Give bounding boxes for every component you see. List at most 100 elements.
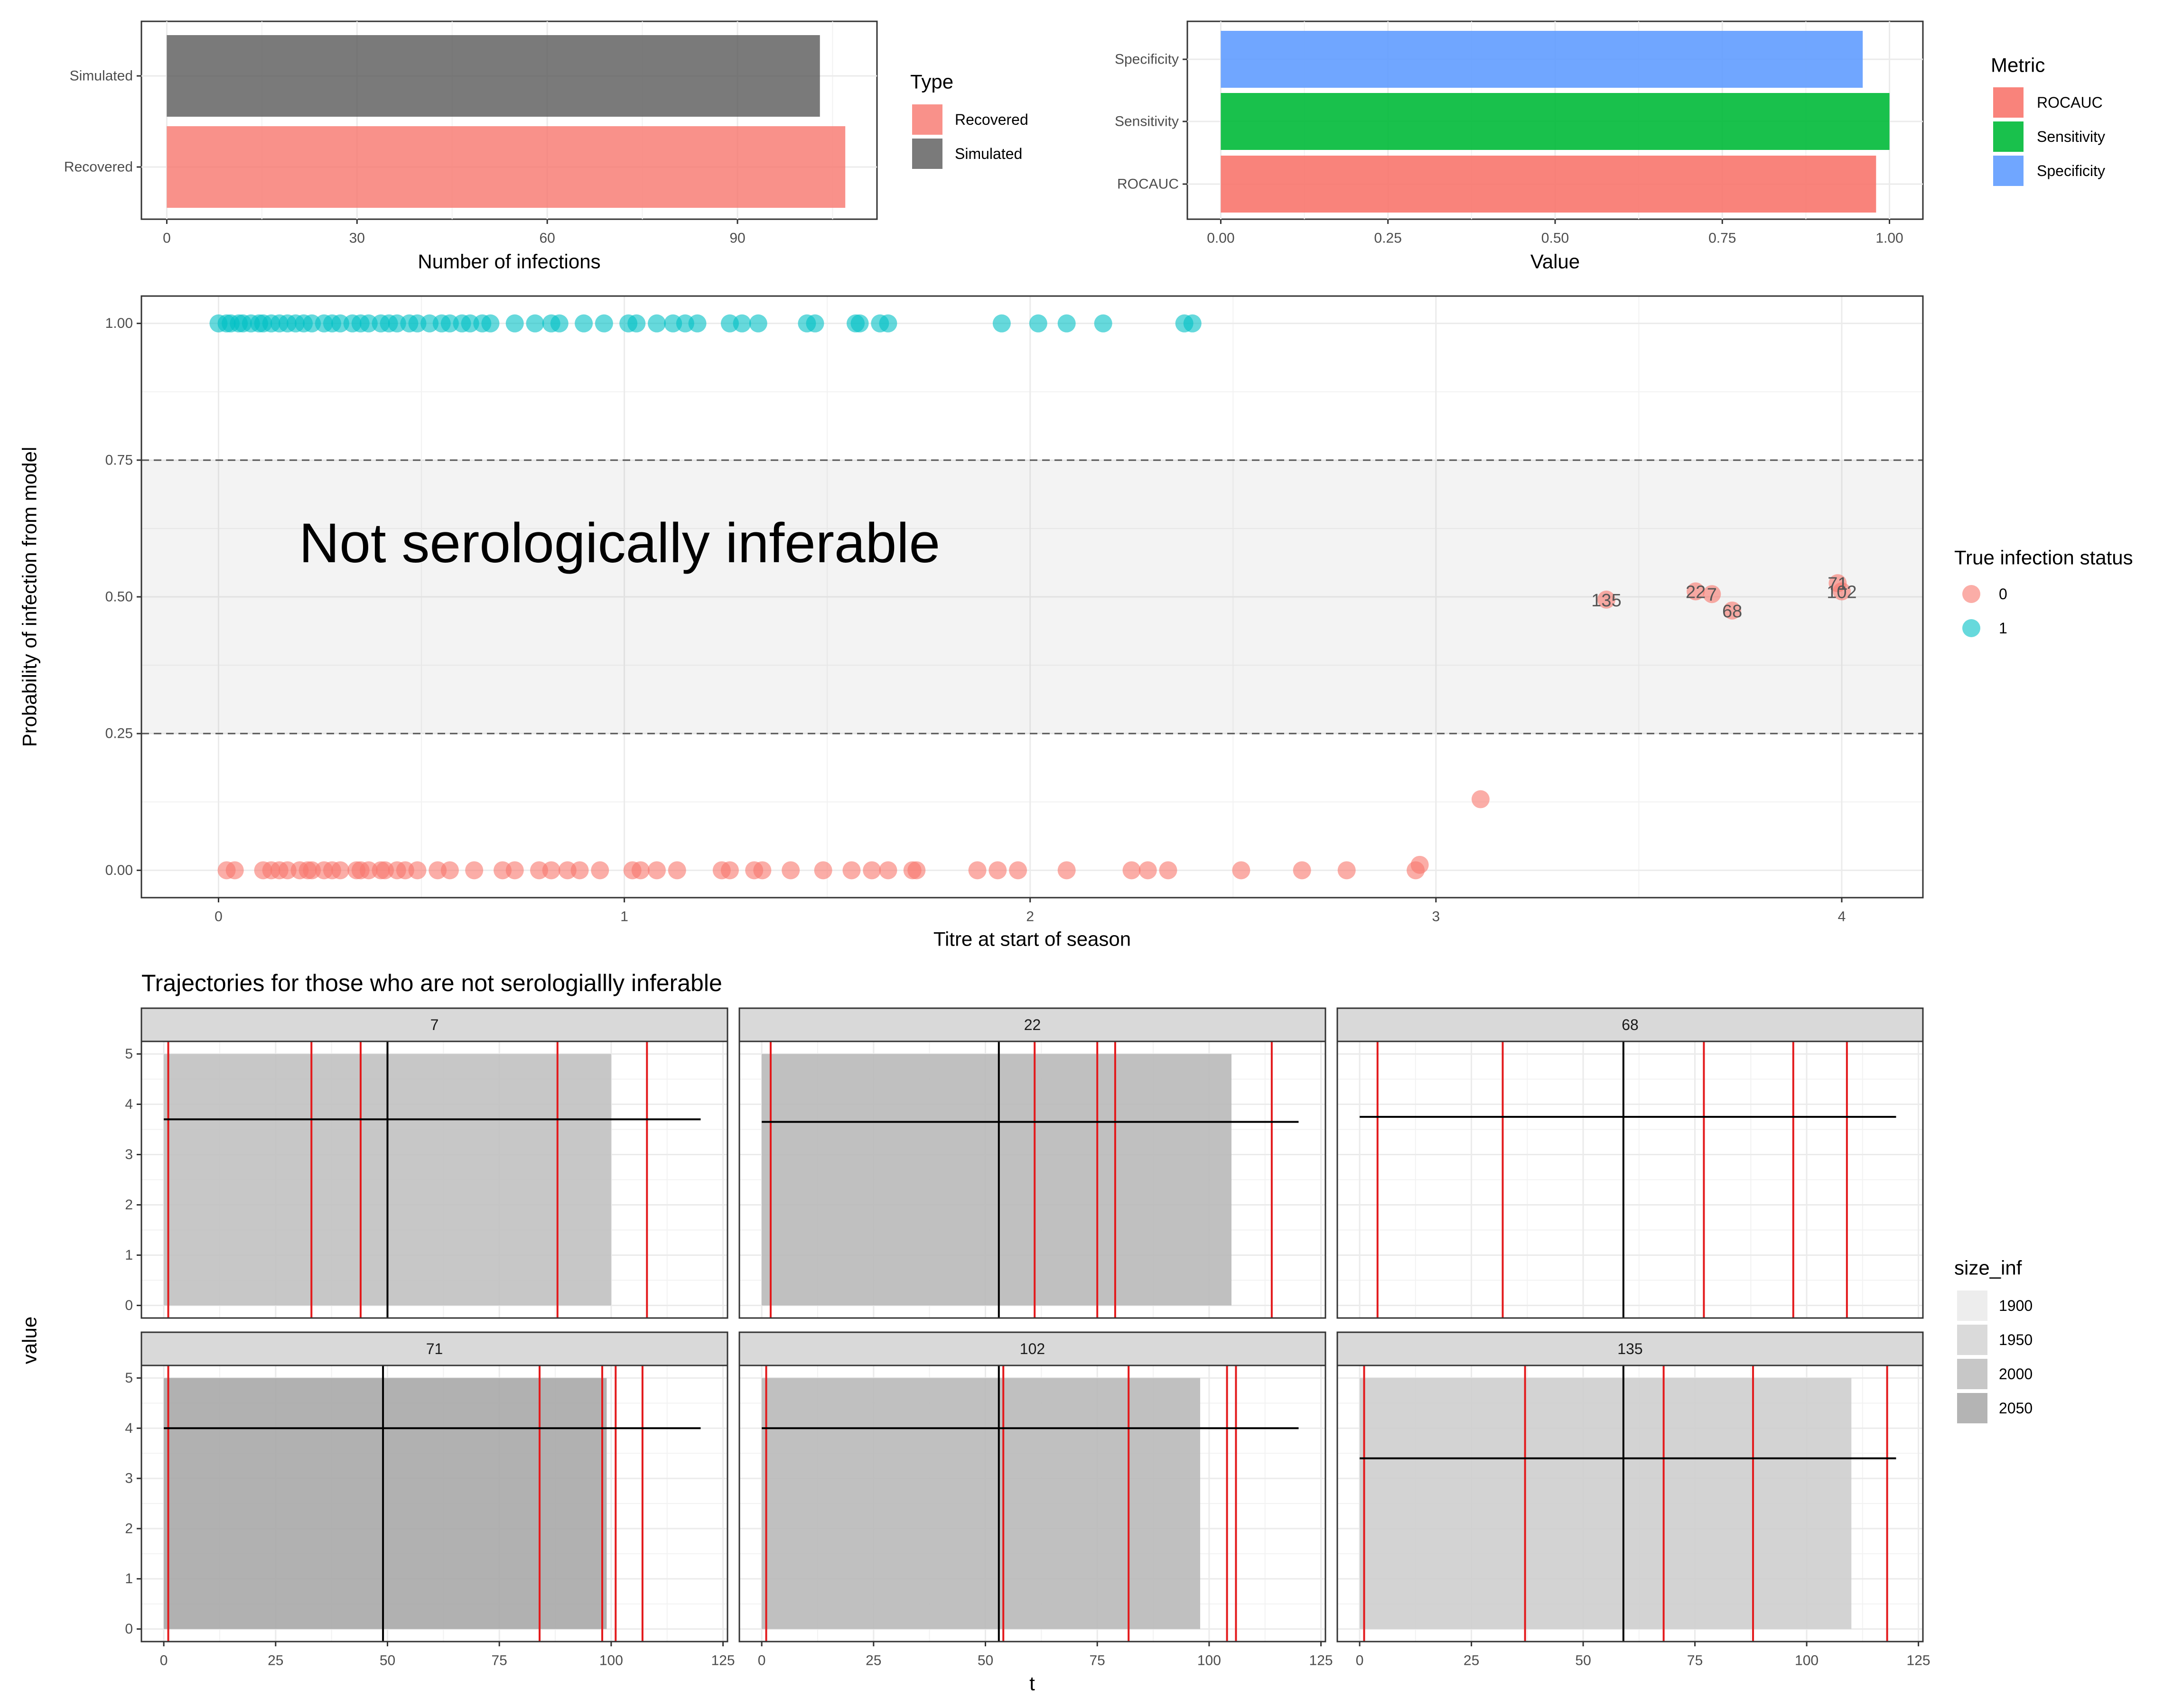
trajectories-x-axis-title: t: [1029, 1672, 1035, 1695]
probability-point-status-0: [1293, 861, 1311, 880]
facet-panel-border: [1336, 1365, 1924, 1643]
probability-point-status-0: [753, 861, 772, 880]
trajectories-legend-key: [1957, 1359, 1987, 1389]
probability-y-tick-label: 0.50: [105, 589, 133, 605]
metrics-x-tick-label: 0.00: [1207, 231, 1234, 246]
facet-x-tick-label: 125: [1309, 1653, 1333, 1669]
probability-point-label: 102: [1827, 582, 1856, 602]
probability-point-status-0: [968, 861, 987, 880]
facet-strip: [140, 1007, 728, 1042]
probability-point-status-1: [850, 314, 869, 333]
metrics-y-tick-label: Specificity: [1115, 52, 1179, 67]
facet-y-tick-label: 1: [125, 1247, 133, 1263]
probability-point-label: 68: [1722, 602, 1742, 622]
facet-infection-window: [164, 1378, 607, 1629]
metrics-bar-specificity: [1221, 31, 1863, 88]
infections-x-tick-label: 90: [729, 231, 745, 246]
probability-point-label: 135: [1591, 591, 1621, 611]
probability-point-status-1: [733, 314, 751, 333]
probability-point-status-1: [595, 314, 613, 333]
probability-x-tick-label: 1: [620, 909, 628, 925]
metrics-y-tick-label: ROCAUC: [1117, 176, 1179, 192]
facet-x-tick-label: 50: [380, 1653, 395, 1669]
metrics-x-tick-label: 1.00: [1875, 231, 1903, 246]
infections-y-tick-label: Recovered: [64, 159, 133, 175]
probability-point-status-0: [989, 861, 1007, 880]
probability-point-status-0: [907, 861, 926, 880]
facet-x-tick-label: 25: [268, 1653, 283, 1669]
trajectories-title: Trajectories for those who are not serol…: [141, 970, 722, 996]
probability-point-labeled: [1832, 582, 1851, 601]
probability-point-status-1: [749, 314, 767, 333]
facet-y-tick-label: 4: [125, 1420, 133, 1436]
trajectories-legend-label: 1950: [1999, 1331, 2033, 1348]
probability-point-status-0: [720, 861, 739, 880]
probability-y-axis-title: Probability of infection from model: [19, 447, 41, 747]
facet-infection-window: [1360, 1378, 1852, 1629]
probability-point-status-1: [879, 314, 897, 333]
probability-point-status-1: [1183, 314, 1202, 333]
probability-point-status-1: [575, 314, 593, 333]
probability-y-tick-label: 1.00: [105, 316, 133, 331]
facet-strip-label: 135: [1617, 1340, 1642, 1357]
probability-point-status-1: [1094, 314, 1112, 333]
probability-legend-key: [1962, 619, 1980, 637]
facet-y-tick-label: 2: [125, 1521, 133, 1536]
facet-infection-window: [762, 1054, 1232, 1306]
probability-point-status-0: [1410, 855, 1429, 874]
facet-x-tick-label: 125: [1907, 1653, 1931, 1669]
infections-x-tick-label: 60: [539, 231, 555, 246]
facet-strip-label: 7: [430, 1016, 439, 1033]
probability-point-status-0: [1159, 861, 1177, 880]
facet-panel-border: [1336, 1040, 1924, 1319]
probability-point-status-1: [1057, 314, 1076, 333]
probability-point-status-0: [591, 861, 609, 880]
facet-y-tick-label: 3: [125, 1471, 133, 1486]
probability-y-tick-label: 0.75: [105, 452, 133, 468]
probability-point-status-0: [570, 861, 589, 880]
facet-infection-window: [762, 1378, 1201, 1629]
probability-legend-title: True infection status: [1954, 547, 2133, 569]
facet-y-tick-label: 5: [125, 1370, 133, 1386]
probability-point-label: 7: [1707, 585, 1717, 605]
facet-x-tick-label: 75: [1090, 1653, 1105, 1669]
facet-x-tick-label: 25: [1464, 1653, 1479, 1669]
facet-y-tick-label: 0: [125, 1298, 133, 1313]
facet-x-tick-label: 0: [160, 1653, 168, 1669]
trajectories-legend-key: [1957, 1393, 1987, 1423]
facet-strip-label: 22: [1024, 1016, 1041, 1033]
probability-point-status-0: [668, 861, 686, 880]
facet-y-tick-label: 5: [125, 1046, 133, 1062]
probability-band: [141, 460, 1923, 734]
trajectories-y-axis-title: value: [19, 1317, 41, 1364]
probability-x-tick-label: 3: [1432, 909, 1440, 925]
infections-legend-key: [912, 104, 942, 135]
infections-legend-label: Recovered: [955, 111, 1028, 128]
probability-point-status-0: [782, 861, 800, 880]
metrics-x-axis-title: Value: [1530, 251, 1580, 273]
trajectories-legend-title: size_inf: [1954, 1257, 2022, 1279]
probability-point-status-1: [1029, 314, 1047, 333]
infections-y-tick-label: Simulated: [70, 68, 133, 84]
infections-x-axis-title: Number of infections: [418, 251, 600, 273]
metrics-legend-label: Specificity: [2037, 162, 2105, 179]
facet-panel-border: [140, 1365, 728, 1643]
facet-strip-label: 68: [1622, 1016, 1639, 1033]
infections-x-tick-label: 30: [349, 231, 365, 246]
probability-point-status-0: [631, 861, 650, 880]
probability-point-status-0: [814, 861, 832, 880]
facet-y-tick-label: 4: [125, 1096, 133, 1112]
facet-x-tick-label: 100: [1795, 1653, 1819, 1669]
probability-point-labeled: [1687, 582, 1705, 601]
probability-y-tick-label: 0.00: [105, 863, 133, 878]
probability-point-status-0: [408, 861, 427, 880]
facet-y-tick-label: 2: [125, 1197, 133, 1213]
trajectories-legend-key: [1957, 1325, 1987, 1355]
probability-point-status-0: [440, 861, 459, 880]
metrics-bar-sensitivity: [1221, 93, 1890, 150]
infections-legend-key: [912, 139, 942, 169]
probability-band-label: Not serologically inferable: [299, 512, 940, 575]
probability-point-status-0: [1232, 861, 1250, 880]
probability-x-axis-title: Titre at start of season: [933, 928, 1131, 950]
